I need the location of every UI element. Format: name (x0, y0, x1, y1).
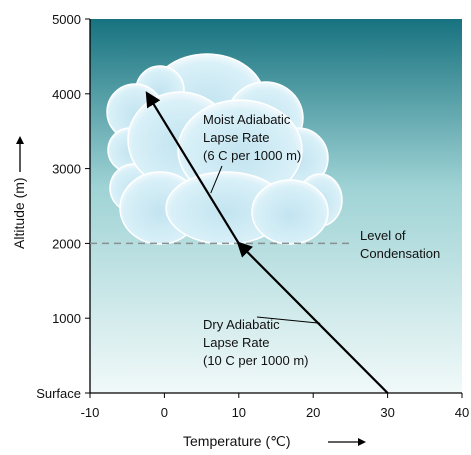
moist-annotation-pointer (210, 165, 223, 194)
x-tick-label: 10 (232, 405, 246, 420)
condensation-label-line-2: Condensation (360, 246, 440, 261)
moist-adiabatic-line (145, 91, 240, 244)
y-tick-label: 4000 (52, 87, 81, 102)
x-tick-label: -10 (81, 405, 100, 420)
tick-labels: -10 0 10 20 30 40 Surface 1000 2000 3000 4000 5000 (36, 12, 469, 420)
y-tick-label: 5000 (52, 12, 81, 27)
x-tick-label: 20 (306, 405, 320, 420)
moist-label-line-3: (6 C per 1000 m) (203, 148, 301, 163)
moist-label-line-1: Moist Adiabatic (203, 112, 291, 127)
y-axis-title: Altitude (m) (11, 177, 27, 249)
dry-label-line-2: Lapse Rate (203, 335, 270, 350)
dry-adiabatic-line (236, 241, 389, 394)
x-axis-title: Temperature (℃) (183, 433, 291, 449)
y-tick-label: Surface (36, 386, 81, 401)
dry-annotation-pointer (256, 316, 321, 324)
y-tick-label: 3000 (52, 162, 81, 177)
y-tick-label: 2000 (52, 236, 81, 251)
moist-label-line-2: Lapse Rate (203, 130, 270, 145)
series-layer (145, 91, 389, 394)
x-axis-arrow (328, 438, 366, 446)
x-tick-label: 0 (161, 405, 168, 420)
cumulus-cloud (106, 53, 343, 245)
x-tick-label: 40 (455, 405, 469, 420)
x-tick-label: 30 (380, 405, 394, 420)
condensation-label-line-1: Level of (360, 228, 406, 243)
dry-label-line-1: Dry Adiabatic (203, 317, 280, 332)
dry-label-line-3: (10 C per 1000 m) (203, 353, 309, 368)
y-axis-arrow (16, 136, 24, 172)
axes (89, 19, 462, 394)
y-tick-label: 1000 (52, 311, 81, 326)
